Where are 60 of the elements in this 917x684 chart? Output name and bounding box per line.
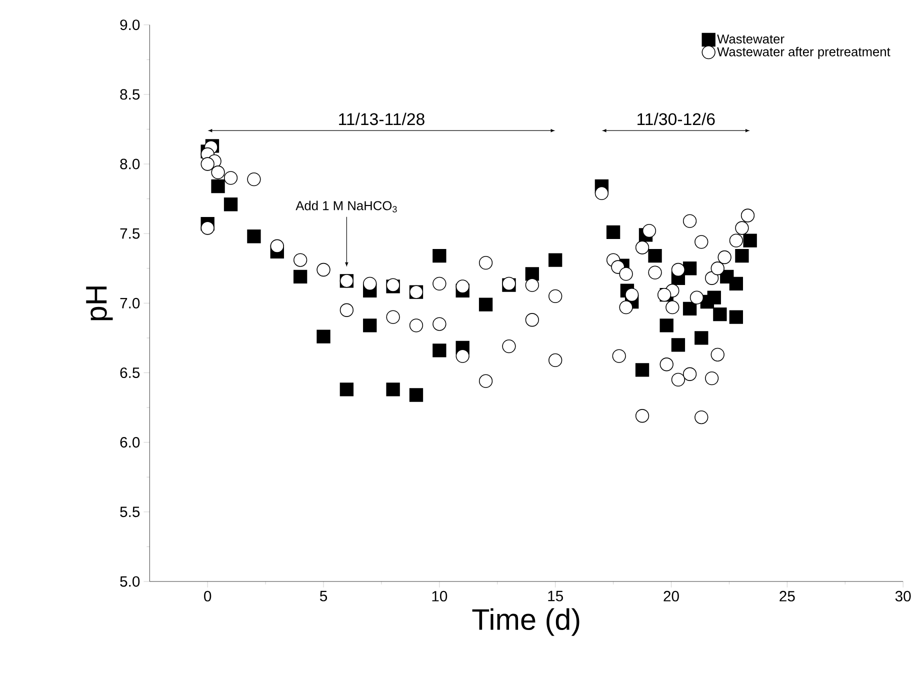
point <box>247 230 261 244</box>
point <box>642 224 656 238</box>
point <box>293 270 308 284</box>
point <box>635 363 650 377</box>
point <box>270 239 284 254</box>
point <box>316 330 330 344</box>
point <box>729 310 743 324</box>
point <box>432 249 446 263</box>
point <box>525 267 539 281</box>
y-tick-label: 8.0 <box>120 158 140 170</box>
y-tick-label: 5.0 <box>120 576 140 587</box>
y-tick-label: 5.5 <box>120 506 140 518</box>
point <box>619 267 633 281</box>
x-tick-label: 0 <box>204 590 212 602</box>
y-axis-title: pH <box>86 286 113 320</box>
point <box>548 253 562 267</box>
point <box>340 382 354 396</box>
point <box>671 338 686 352</box>
point <box>606 225 620 240</box>
point <box>386 382 400 396</box>
point <box>224 198 238 212</box>
point <box>363 276 377 291</box>
point <box>671 262 686 277</box>
point <box>735 249 749 263</box>
annotation: 11/13-11/28 <box>339 112 424 126</box>
point <box>211 180 225 194</box>
annotation: Add 1 M NaHCO$_{3}$ <box>296 200 397 212</box>
point <box>743 234 757 248</box>
y-tick-label: 9.0 <box>120 20 140 30</box>
point <box>363 318 377 332</box>
point <box>432 344 446 358</box>
point <box>682 302 697 316</box>
x-tick-label: 30 <box>895 590 911 602</box>
point <box>594 186 609 200</box>
point <box>200 221 214 235</box>
y-tick-label: 7.5 <box>120 228 140 239</box>
point <box>694 331 708 345</box>
x-tick-label: 10 <box>432 590 448 602</box>
y-tick-label: 8.5 <box>120 89 140 100</box>
point <box>456 280 470 294</box>
point <box>648 249 662 263</box>
x-tick-label: 5 <box>320 590 328 602</box>
legend-label: Wastewater <box>717 34 784 44</box>
point <box>660 318 674 332</box>
y-tick-label: 6.5 <box>120 368 140 378</box>
y-tick-label: 6.0 <box>120 437 140 448</box>
x-tick-label: 15 <box>548 590 563 602</box>
point <box>409 388 424 402</box>
point <box>707 290 721 304</box>
x-tick-label: 20 <box>664 590 679 602</box>
point <box>729 276 743 291</box>
point <box>713 308 727 322</box>
annotation: 11/30-12/6 <box>638 112 715 126</box>
y-tick-label: 7.0 <box>120 298 140 308</box>
x-tick-label: 25 <box>780 590 795 602</box>
legend-label: Wastewater after pretreatment <box>717 46 890 59</box>
x-axis-title: Time (d) <box>472 608 580 636</box>
point <box>478 298 493 312</box>
point <box>619 300 633 314</box>
point <box>625 288 639 302</box>
